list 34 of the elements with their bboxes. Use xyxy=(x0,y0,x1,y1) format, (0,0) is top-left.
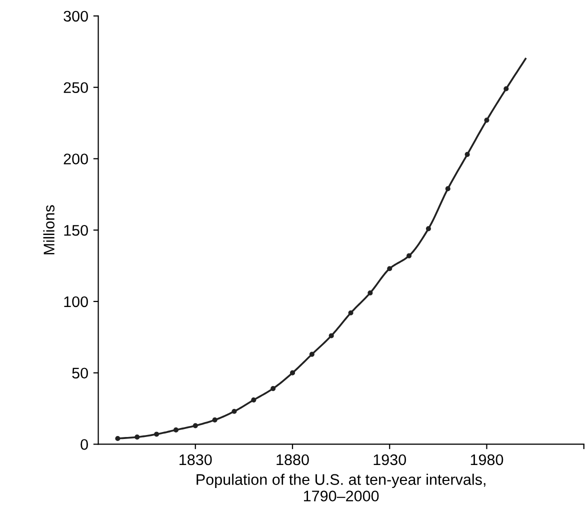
point xyxy=(387,266,392,272)
point xyxy=(348,310,354,316)
point xyxy=(445,186,450,192)
point xyxy=(484,118,490,123)
point xyxy=(328,333,334,338)
y-tick-label: 150 xyxy=(64,224,88,236)
point xyxy=(192,423,198,428)
point xyxy=(270,386,276,392)
point xyxy=(426,226,431,232)
point xyxy=(115,436,120,442)
x-tick-label: 1930 xyxy=(374,454,406,466)
point xyxy=(406,253,412,258)
x-tick-label: 1980 xyxy=(470,454,504,466)
y-axis-title: Millions xyxy=(43,205,54,254)
y-tick-label: 300 xyxy=(64,10,88,22)
point xyxy=(368,290,373,296)
point xyxy=(173,427,178,432)
y-tick-label: 50 xyxy=(72,368,88,379)
point xyxy=(232,408,237,414)
y-tick-label: 100 xyxy=(64,296,88,308)
point xyxy=(504,86,509,92)
point xyxy=(464,152,470,157)
point xyxy=(309,352,314,357)
point xyxy=(154,432,160,437)
point xyxy=(251,397,256,402)
y-tick-label: 250 xyxy=(64,82,88,94)
x-tick-label: 1830 xyxy=(180,454,212,466)
point xyxy=(134,434,140,440)
y-tick-label: 200 xyxy=(64,154,88,164)
y-tick-label: 0 xyxy=(80,439,88,450)
point xyxy=(290,370,296,376)
x-axis-title: Population of the U.S. at ten-year intervals, 1790–2000 xyxy=(196,474,486,502)
x-tick-label: 1880 xyxy=(276,454,309,466)
point xyxy=(212,417,218,422)
